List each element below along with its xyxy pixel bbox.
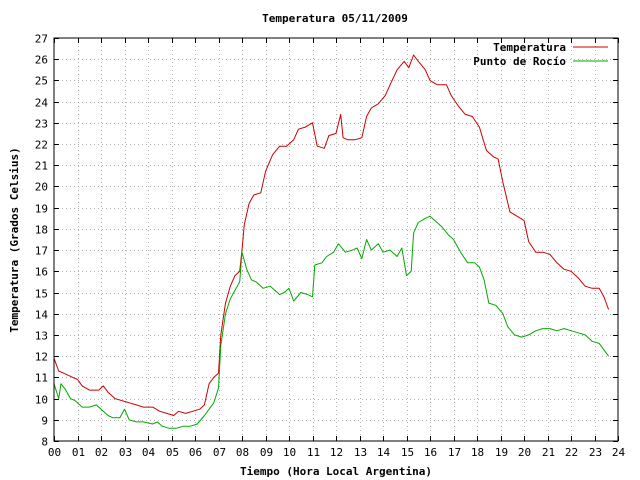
x-tick-label: 05 bbox=[166, 446, 179, 459]
x-tick-label: 19 bbox=[495, 446, 508, 459]
x-tick-label: 13 bbox=[354, 446, 367, 459]
x-tick-label: 15 bbox=[401, 446, 414, 459]
x-tick-label: 18 bbox=[471, 446, 484, 459]
y-tick-label: 27 bbox=[35, 33, 48, 46]
y-tick-label: 18 bbox=[35, 224, 48, 237]
y-tick-label: 24 bbox=[35, 97, 49, 110]
x-tick-label: 17 bbox=[448, 446, 461, 459]
y-tick-label: 19 bbox=[35, 203, 48, 216]
x-tick-label: 23 bbox=[589, 446, 602, 459]
x-tick-label: 10 bbox=[283, 446, 296, 459]
legend: Temperatura Punto de Rocío bbox=[473, 41, 608, 68]
series-lines bbox=[53, 54, 610, 429]
x-tick-label: 04 bbox=[142, 446, 156, 459]
axis-ticks: 00 01 02 03 04 05 06 07 08 09 10 11 12 13 14 15 16 17 18 19… bbox=[35, 33, 626, 460]
y-tick-label: 8 bbox=[41, 436, 48, 449]
y-tick-label: 11 bbox=[35, 372, 48, 385]
x-tick-label: 03 bbox=[119, 446, 132, 459]
plot-frame bbox=[53, 37, 619, 442]
x-tick-label: 11 bbox=[307, 446, 320, 459]
y-tick-label: 26 bbox=[35, 54, 48, 67]
x-tick-label: 08 bbox=[236, 446, 249, 459]
legend-label-temperatura: Temperatura bbox=[493, 41, 566, 54]
y-tick-label: 21 bbox=[35, 160, 48, 173]
x-tick-label: 12 bbox=[330, 446, 343, 459]
x-axis-label: Tiempo (Hora Local Argentina) bbox=[240, 465, 432, 478]
legend-label-punto-de-rocio: Punto de Rocío bbox=[473, 55, 566, 68]
y-tick-label: 23 bbox=[35, 118, 48, 131]
y-tick-label: 10 bbox=[35, 394, 48, 407]
chart-title: Temperatura 05/11/2009 bbox=[262, 12, 408, 25]
y-tick-label: 14 bbox=[35, 309, 49, 322]
y-tick-label: 13 bbox=[35, 330, 48, 343]
y-tick-label: 12 bbox=[35, 351, 48, 364]
x-tick-label: 21 bbox=[542, 446, 555, 459]
x-tick-label: 09 bbox=[260, 446, 273, 459]
series-line-punto-de-rocio bbox=[53, 215, 610, 429]
x-tick-label: 07 bbox=[213, 446, 226, 459]
y-tick-label: 22 bbox=[35, 139, 48, 152]
x-tick-label: 00 bbox=[48, 446, 61, 459]
series-line-temperatura bbox=[53, 54, 610, 416]
y-tick-label: 17 bbox=[35, 245, 48, 258]
x-tick-label: 24 bbox=[612, 446, 626, 459]
x-tick-label: 06 bbox=[189, 446, 202, 459]
y-axis-label: Temperatura (Grados Celsius) bbox=[8, 147, 21, 332]
x-tick-label: 02 bbox=[95, 446, 108, 459]
y-tick-label: 20 bbox=[35, 181, 48, 194]
y-tick-label: 15 bbox=[35, 288, 48, 301]
y-tick-label: 16 bbox=[35, 266, 48, 279]
x-tick-label: 14 bbox=[377, 446, 391, 459]
x-tick-label: 01 bbox=[72, 446, 85, 459]
y-tick-label: 9 bbox=[41, 415, 48, 428]
x-tick-label: 16 bbox=[424, 446, 437, 459]
x-tick-label: 22 bbox=[565, 446, 578, 459]
x-tick-label: 20 bbox=[518, 446, 531, 459]
y-tick-label: 25 bbox=[35, 75, 48, 88]
